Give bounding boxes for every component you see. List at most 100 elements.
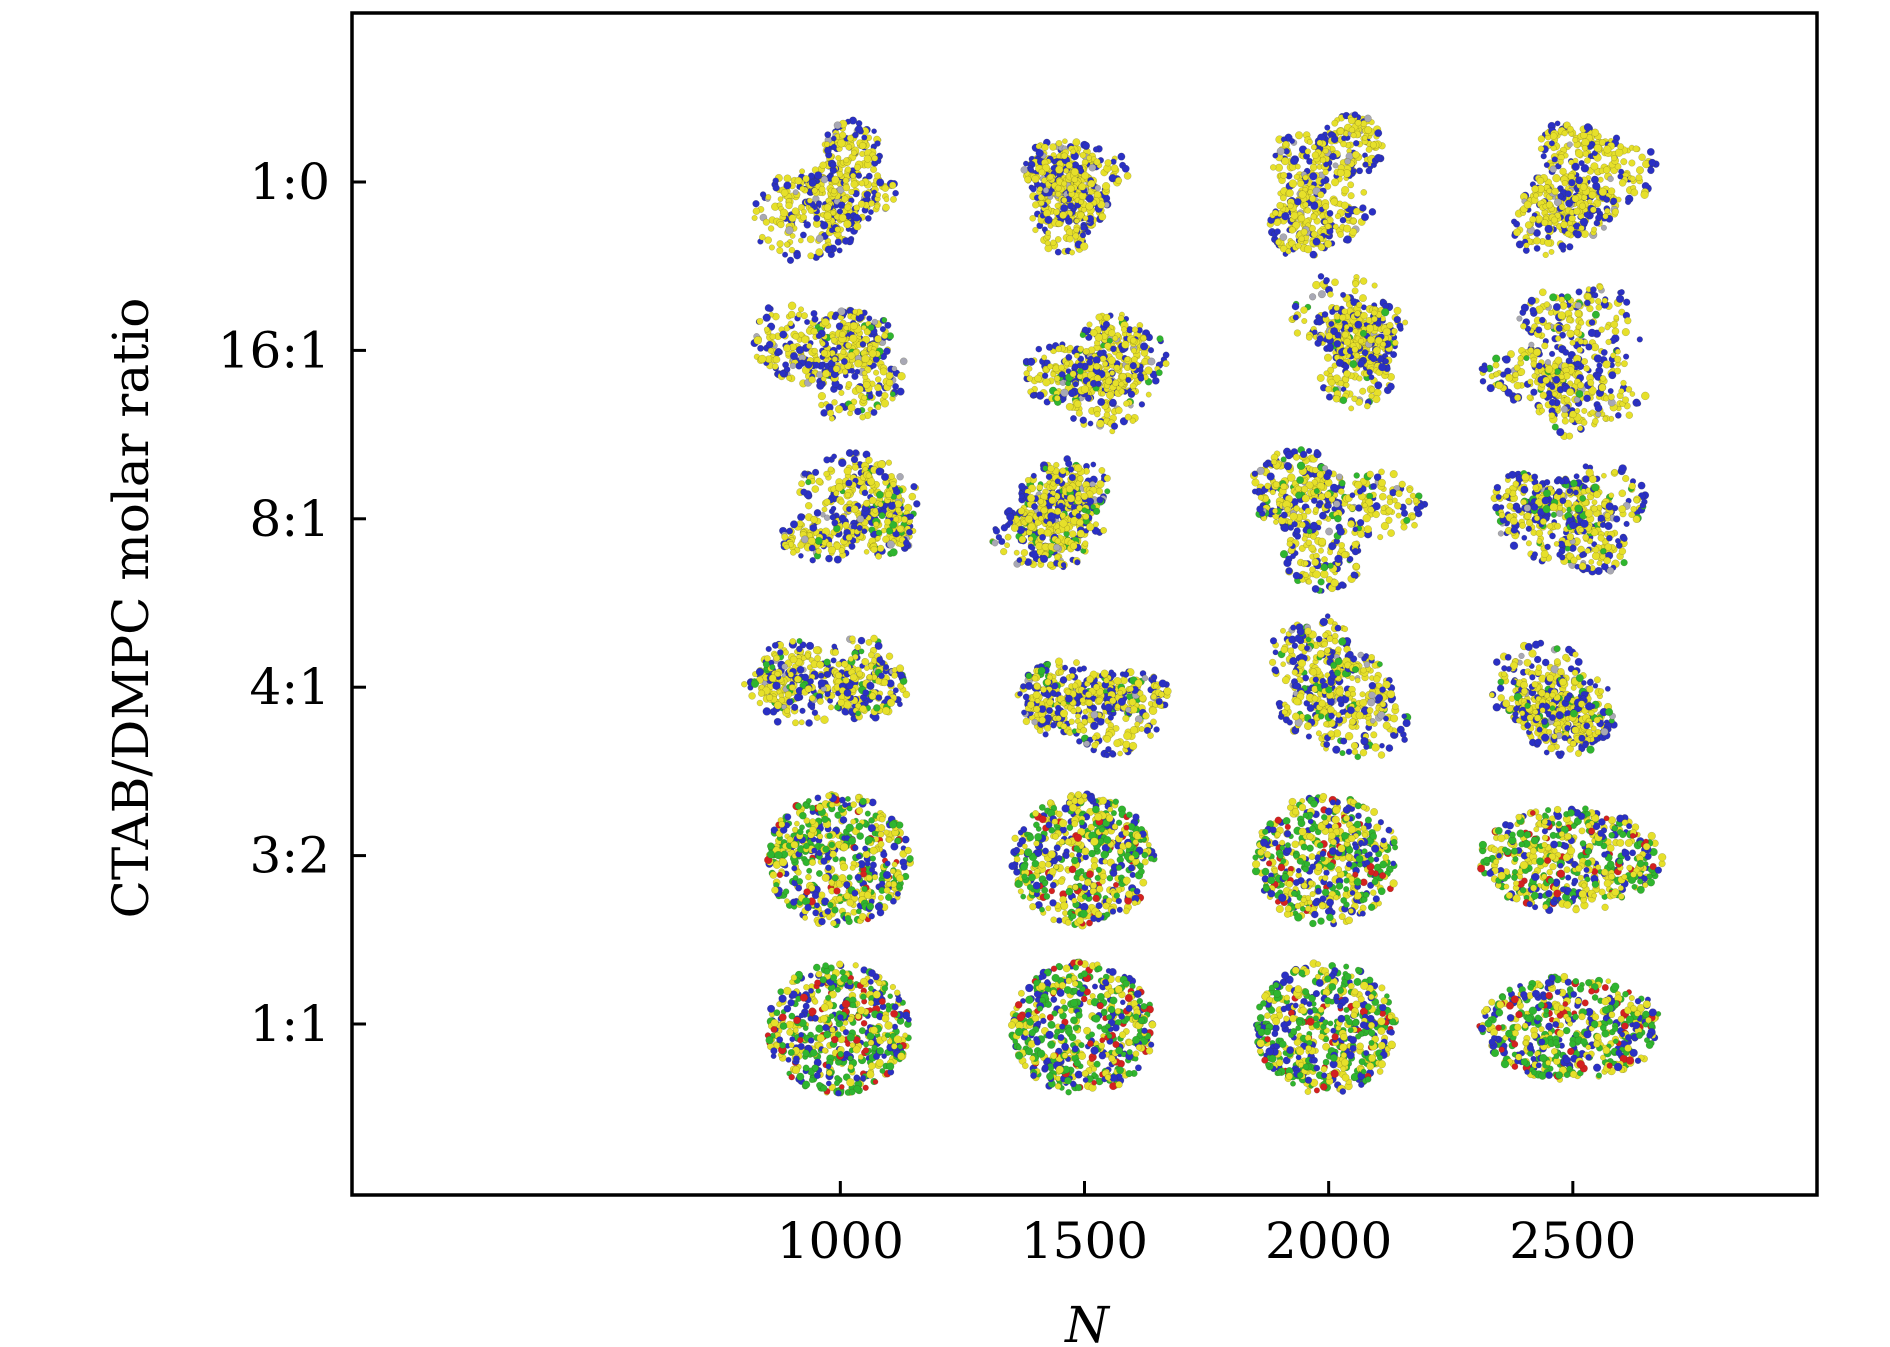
atom-bead [1349, 360, 1358, 369]
atom-bead [1066, 235, 1074, 243]
atom-bead [762, 218, 770, 226]
atom-bead [1115, 406, 1123, 415]
atom-bead [1129, 362, 1137, 370]
atom-bead [1347, 192, 1355, 200]
atom-bead [844, 491, 851, 499]
atom-bead [1327, 291, 1334, 298]
atom-bead [1647, 166, 1655, 175]
atom-bead [1105, 377, 1113, 385]
atom-bead [1341, 308, 1348, 315]
atom-bead [1080, 492, 1089, 501]
atom-bead [1044, 215, 1053, 225]
atom-bead [1548, 140, 1555, 147]
atom-bead [1368, 386, 1376, 393]
atom-bead [752, 207, 761, 215]
atom-bead [1343, 369, 1351, 378]
atom-bead [830, 187, 838, 195]
atom-bead [802, 175, 810, 183]
atom-bead [1293, 527, 1301, 535]
atom-bead [859, 341, 867, 348]
atom-bead [1004, 542, 1011, 549]
atom-bead [1386, 321, 1394, 329]
atom-bead [824, 245, 833, 254]
atom-bead [879, 325, 887, 333]
atom-bead [1350, 571, 1358, 579]
atom-bead [1554, 368, 1561, 376]
atom-bead [1075, 495, 1082, 502]
atom-bead [1351, 346, 1359, 353]
atom-bead [1123, 400, 1130, 407]
atom-bead [831, 453, 838, 460]
atom-bead [1343, 235, 1352, 244]
atom-bead [1096, 480, 1105, 489]
atom-bead [816, 381, 825, 390]
atom-bead [1554, 120, 1561, 127]
atom-bead [1041, 143, 1049, 151]
atom-bead [1597, 283, 1604, 291]
atom-bead [1364, 402, 1371, 410]
atom-bead [821, 318, 830, 327]
atom-bead [1129, 417, 1136, 424]
atom-bead [811, 347, 819, 355]
atom-bead [1584, 299, 1591, 307]
atom-bead [1372, 346, 1381, 355]
atom-bead [1607, 175, 1614, 183]
atom-bead [913, 500, 921, 508]
atom-bead [1359, 277, 1368, 285]
atom-bead [1557, 158, 1564, 166]
atom-bead [842, 177, 850, 184]
atom-bead [815, 332, 823, 340]
atom-bead [1544, 224, 1553, 234]
atom-bead [1018, 535, 1027, 544]
atom-bead [1281, 156, 1290, 166]
atom-bead [1026, 365, 1033, 372]
atom-bead [1055, 345, 1063, 353]
atom-bead [848, 188, 855, 196]
atom-bead [1360, 311, 1368, 320]
atom-bead [1598, 326, 1605, 333]
atom-bead [1324, 182, 1332, 190]
atom-bead [1103, 474, 1111, 482]
atom-bead [1583, 365, 1590, 372]
atom-bead [1336, 168, 1345, 177]
atom-bead [1100, 526, 1108, 534]
atom-bead [1551, 423, 1559, 431]
atom-bead [1155, 369, 1163, 377]
atom-bead [1615, 294, 1625, 304]
atom-bead [1604, 324, 1611, 331]
atom-bead [1593, 354, 1603, 363]
atom-bead [875, 192, 882, 198]
atom-bead [1378, 492, 1387, 501]
atom-bead [1302, 560, 1309, 567]
atom-bead [1096, 496, 1104, 504]
atom-bead [1580, 419, 1588, 426]
atom-bead [1402, 319, 1409, 326]
atom-bead [1566, 432, 1574, 440]
atom-bead [1065, 161, 1073, 169]
atom-bead [867, 209, 874, 216]
atom-bead [1069, 530, 1077, 538]
atom-bead [843, 325, 850, 331]
atom-bead [767, 225, 775, 232]
atom-bead [1055, 528, 1062, 535]
atom-bead [1568, 214, 1576, 223]
atom-bead [1523, 242, 1530, 249]
atom-bead [833, 490, 840, 497]
atom-bead [777, 196, 784, 202]
atom-bead [1097, 397, 1106, 407]
atom-bead [834, 226, 841, 233]
atom-bead [1548, 398, 1557, 407]
atom-bead [1393, 306, 1402, 315]
atom-bead [852, 213, 861, 222]
atom-bead [1548, 412, 1556, 419]
atom-bead [1558, 373, 1565, 380]
atom-bead [1341, 135, 1347, 142]
atom-bead [1331, 119, 1339, 127]
atom-bead [1058, 364, 1065, 371]
atom-bead [1565, 316, 1573, 324]
atom-bead [1591, 291, 1599, 299]
atom-bead [1316, 139, 1323, 146]
atom-bead [875, 529, 883, 537]
atom-bead [1591, 310, 1600, 319]
atom-bead [1356, 375, 1363, 382]
